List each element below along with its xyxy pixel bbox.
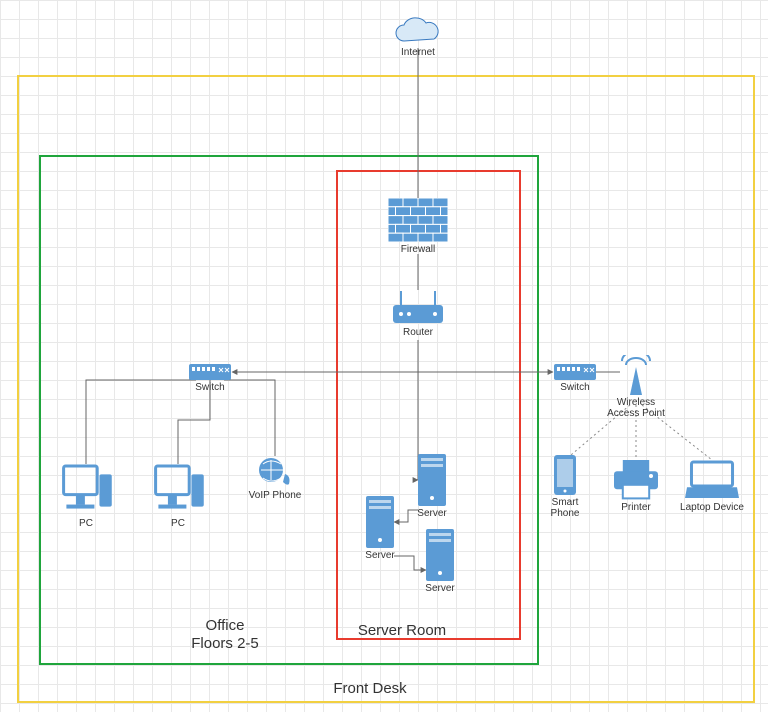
node-pc2: PC — [150, 464, 206, 529]
node-laptop: Laptop Device — [685, 460, 739, 513]
zone-label-server-room: Server Room — [342, 622, 462, 640]
pc-icon — [58, 464, 114, 516]
router-icon — [391, 291, 445, 325]
node-label-printer: Printer — [621, 502, 650, 513]
server-icon — [366, 496, 394, 548]
printer-icon — [614, 460, 658, 500]
node-label-switch2: Switch — [560, 382, 589, 393]
cloud-icon — [390, 15, 446, 45]
node-label-firewall: Firewall — [401, 244, 435, 255]
node-label-internet: Internet — [401, 47, 435, 58]
laptop-icon — [685, 460, 739, 500]
node-label-router: Router — [403, 327, 433, 338]
node-wap: Wireless Access Point — [620, 355, 652, 419]
node-pc1: PC — [58, 464, 114, 529]
node-switch2: Switch — [554, 364, 596, 393]
node-switch1: Switch — [189, 364, 231, 393]
node-firewall: Firewall — [388, 198, 448, 255]
wap-icon — [620, 355, 652, 395]
node-label-phone: Smart Phone — [551, 497, 580, 519]
node-voip: VoIP Phone — [257, 456, 293, 501]
voip-icon — [257, 456, 293, 488]
node-printer: Printer — [614, 460, 658, 513]
node-server2: Server — [418, 454, 446, 519]
node-label-server3: Server — [425, 583, 454, 594]
switch-icon — [554, 364, 596, 380]
node-label-pc2: PC — [171, 518, 185, 529]
node-label-voip: VoIP Phone — [249, 490, 302, 501]
node-label-laptop: Laptop Device — [680, 502, 744, 513]
node-server3: Server — [426, 529, 454, 594]
node-label-switch1: Switch — [195, 382, 224, 393]
node-internet: Internet — [390, 15, 446, 58]
node-phone: Smart Phone — [552, 455, 578, 519]
server-icon — [426, 529, 454, 581]
switch-icon — [189, 364, 231, 380]
node-label-server1: Server — [365, 550, 394, 561]
zone-label-office: Office Floors 2-5 — [165, 617, 285, 653]
node-label-server2: Server — [417, 508, 446, 519]
node-server1: Server — [366, 496, 394, 561]
phone-icon — [552, 455, 578, 495]
diagram-canvas: Front Desk Office Floors 2-5 Server Room In… — [0, 0, 768, 712]
zone-label-front-desk: Front Desk — [310, 680, 430, 698]
node-router: Router — [391, 291, 445, 338]
node-label-wap: Wireless Access Point — [607, 397, 665, 419]
pc-icon — [150, 464, 206, 516]
firewall-icon — [388, 198, 448, 242]
node-label-pc1: PC — [79, 518, 93, 529]
server-icon — [418, 454, 446, 506]
